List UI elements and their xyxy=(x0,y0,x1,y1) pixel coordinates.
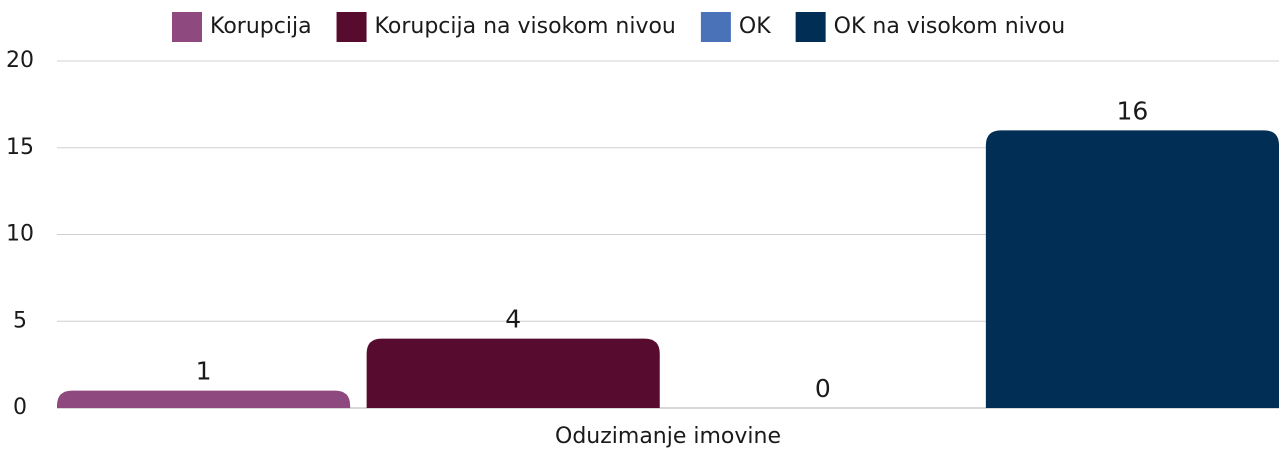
legend-label: Korupcija xyxy=(210,14,312,39)
legend-swatch xyxy=(700,12,731,42)
data-label: 4 xyxy=(505,305,521,334)
x-tick-label: Oduzimanje imovine xyxy=(555,424,781,449)
bar xyxy=(985,130,1279,408)
legend-swatch xyxy=(336,12,367,42)
y-tick-label: 20 xyxy=(6,48,34,73)
data-label: 1 xyxy=(196,357,212,386)
legend-swatch xyxy=(795,12,826,42)
y-tick-label: 0 xyxy=(13,395,27,420)
legend-label: OK na visokom nivou xyxy=(834,14,1066,39)
legend-label: OK xyxy=(739,14,771,39)
legend-label: Korupcija na visokom nivou xyxy=(375,14,676,39)
y-tick-label: 10 xyxy=(6,222,34,247)
bar xyxy=(366,338,660,408)
y-tick-label: 5 xyxy=(13,308,27,333)
data-label: 0 xyxy=(815,374,831,403)
legend-swatch xyxy=(172,12,202,42)
data-label: 16 xyxy=(1117,96,1149,125)
bar xyxy=(57,390,351,408)
y-tick-label: 15 xyxy=(6,135,34,160)
